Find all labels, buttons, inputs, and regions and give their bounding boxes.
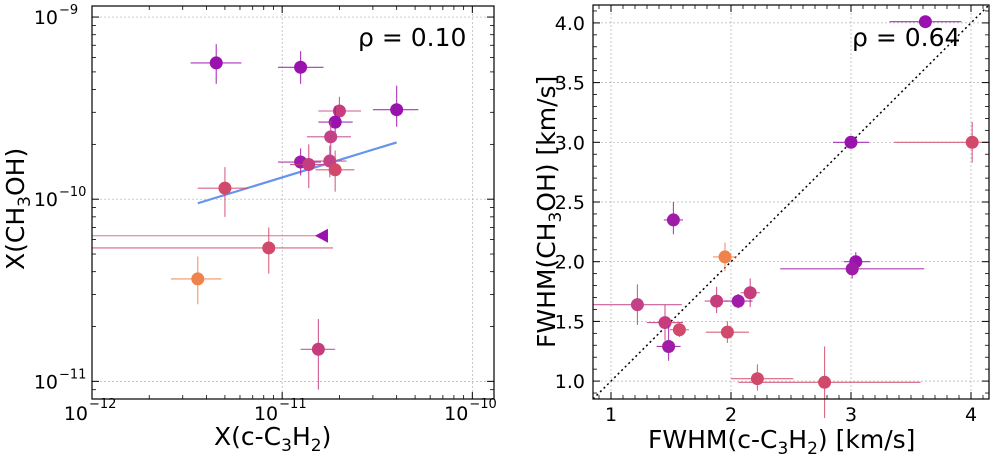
right-y-tick-label: 3.0 [555,132,585,154]
left-x-tick-exponent: −11 [279,397,306,412]
right-data-point [662,339,676,353]
right-data-point [630,298,644,312]
right-data-point [750,372,764,386]
left-data-point [262,241,276,255]
right-points [593,15,989,419]
left-grid [91,6,494,399]
right-data-point [845,262,859,276]
left-y-axis-label: X(CH3OH) [1,148,35,270]
left-data-point [209,56,223,70]
left-x-axis-label: X(c-C3H2) [214,422,331,456]
left-y-tick-label: 10 [34,189,58,211]
right-y-tick-label: 3.5 [555,73,585,95]
left-x-tick-label: 10 [254,403,278,425]
left-y-tick-exponent: −11 [59,367,86,382]
right-y-tick-label: 2.0 [555,252,585,274]
right-panel: 1 2 3 4 1.0 1.5 2.0 2.5 3.0 3.5 4.0 ρ = 0.64 FWHM(… [532,4,990,459]
left-correlation-annotation: ρ = 0.10 [358,23,466,52]
right-data-point [743,286,757,300]
left-data-point [328,163,342,177]
right-data-point [666,213,680,227]
right-data-point [965,135,979,149]
left-data-point [311,342,325,356]
right-data-point [718,250,732,264]
right-data-point [844,135,858,149]
left-data-point [191,272,205,286]
right-x-tick-label: 2 [725,404,737,426]
left-fit-line-segment [197,141,397,205]
right-data-point [720,325,734,339]
right-data-point [710,294,724,308]
right-diagonal-line [592,4,990,400]
right-x-axis-label: FWHM(c-C3H2) [km/s] [648,425,915,459]
left-data-point [332,104,346,118]
right-one-to-one-line [592,4,990,400]
left-y-tick-exponent: −10 [59,185,86,200]
right-data-point [918,15,932,29]
left-data-point [218,181,232,195]
right-x-tick-label: 1 [605,404,617,426]
right-x-tick-label: 3 [845,404,857,426]
left-data-point [324,130,338,144]
left-y-tick-exponent: −9 [59,3,78,18]
left-data-point [328,115,342,129]
left-data-point [294,60,308,74]
left-x-tick-exponent: −10 [469,397,496,412]
right-data-point [658,316,672,330]
right-y-axis-label: FWHM(CH3OH) [km/s] [532,76,566,348]
left-points [92,44,419,390]
right-y-tick-label: 1.5 [555,311,585,333]
right-data-point [731,294,745,308]
right-ticks: 1 2 3 4 1.0 1.5 2.0 2.5 3.0 3.5 4.0 [555,5,989,426]
right-y-tick-label: 4.0 [555,13,585,35]
right-x-tick-label: 4 [965,404,977,426]
left-y-tick-label: 10 [34,371,58,393]
left-x-tick-label: 10 [444,403,468,425]
left-y-tick-label: 10 [34,7,58,29]
left-data-point [390,103,404,117]
right-correlation-annotation: ρ = 0.64 [852,23,960,52]
left-upper-limit-marker [314,228,328,243]
left-plot-frame [91,5,495,400]
right-data-point [818,375,832,389]
left-x-tick-exponent: −12 [89,397,116,412]
right-y-tick-label: 2.5 [555,192,585,214]
right-y-tick-label: 1.0 [555,371,585,393]
left-fit-line [197,141,397,205]
right-data-point [672,323,686,337]
left-x-tick-label: 10 [64,403,88,425]
left-data-point [302,158,316,172]
